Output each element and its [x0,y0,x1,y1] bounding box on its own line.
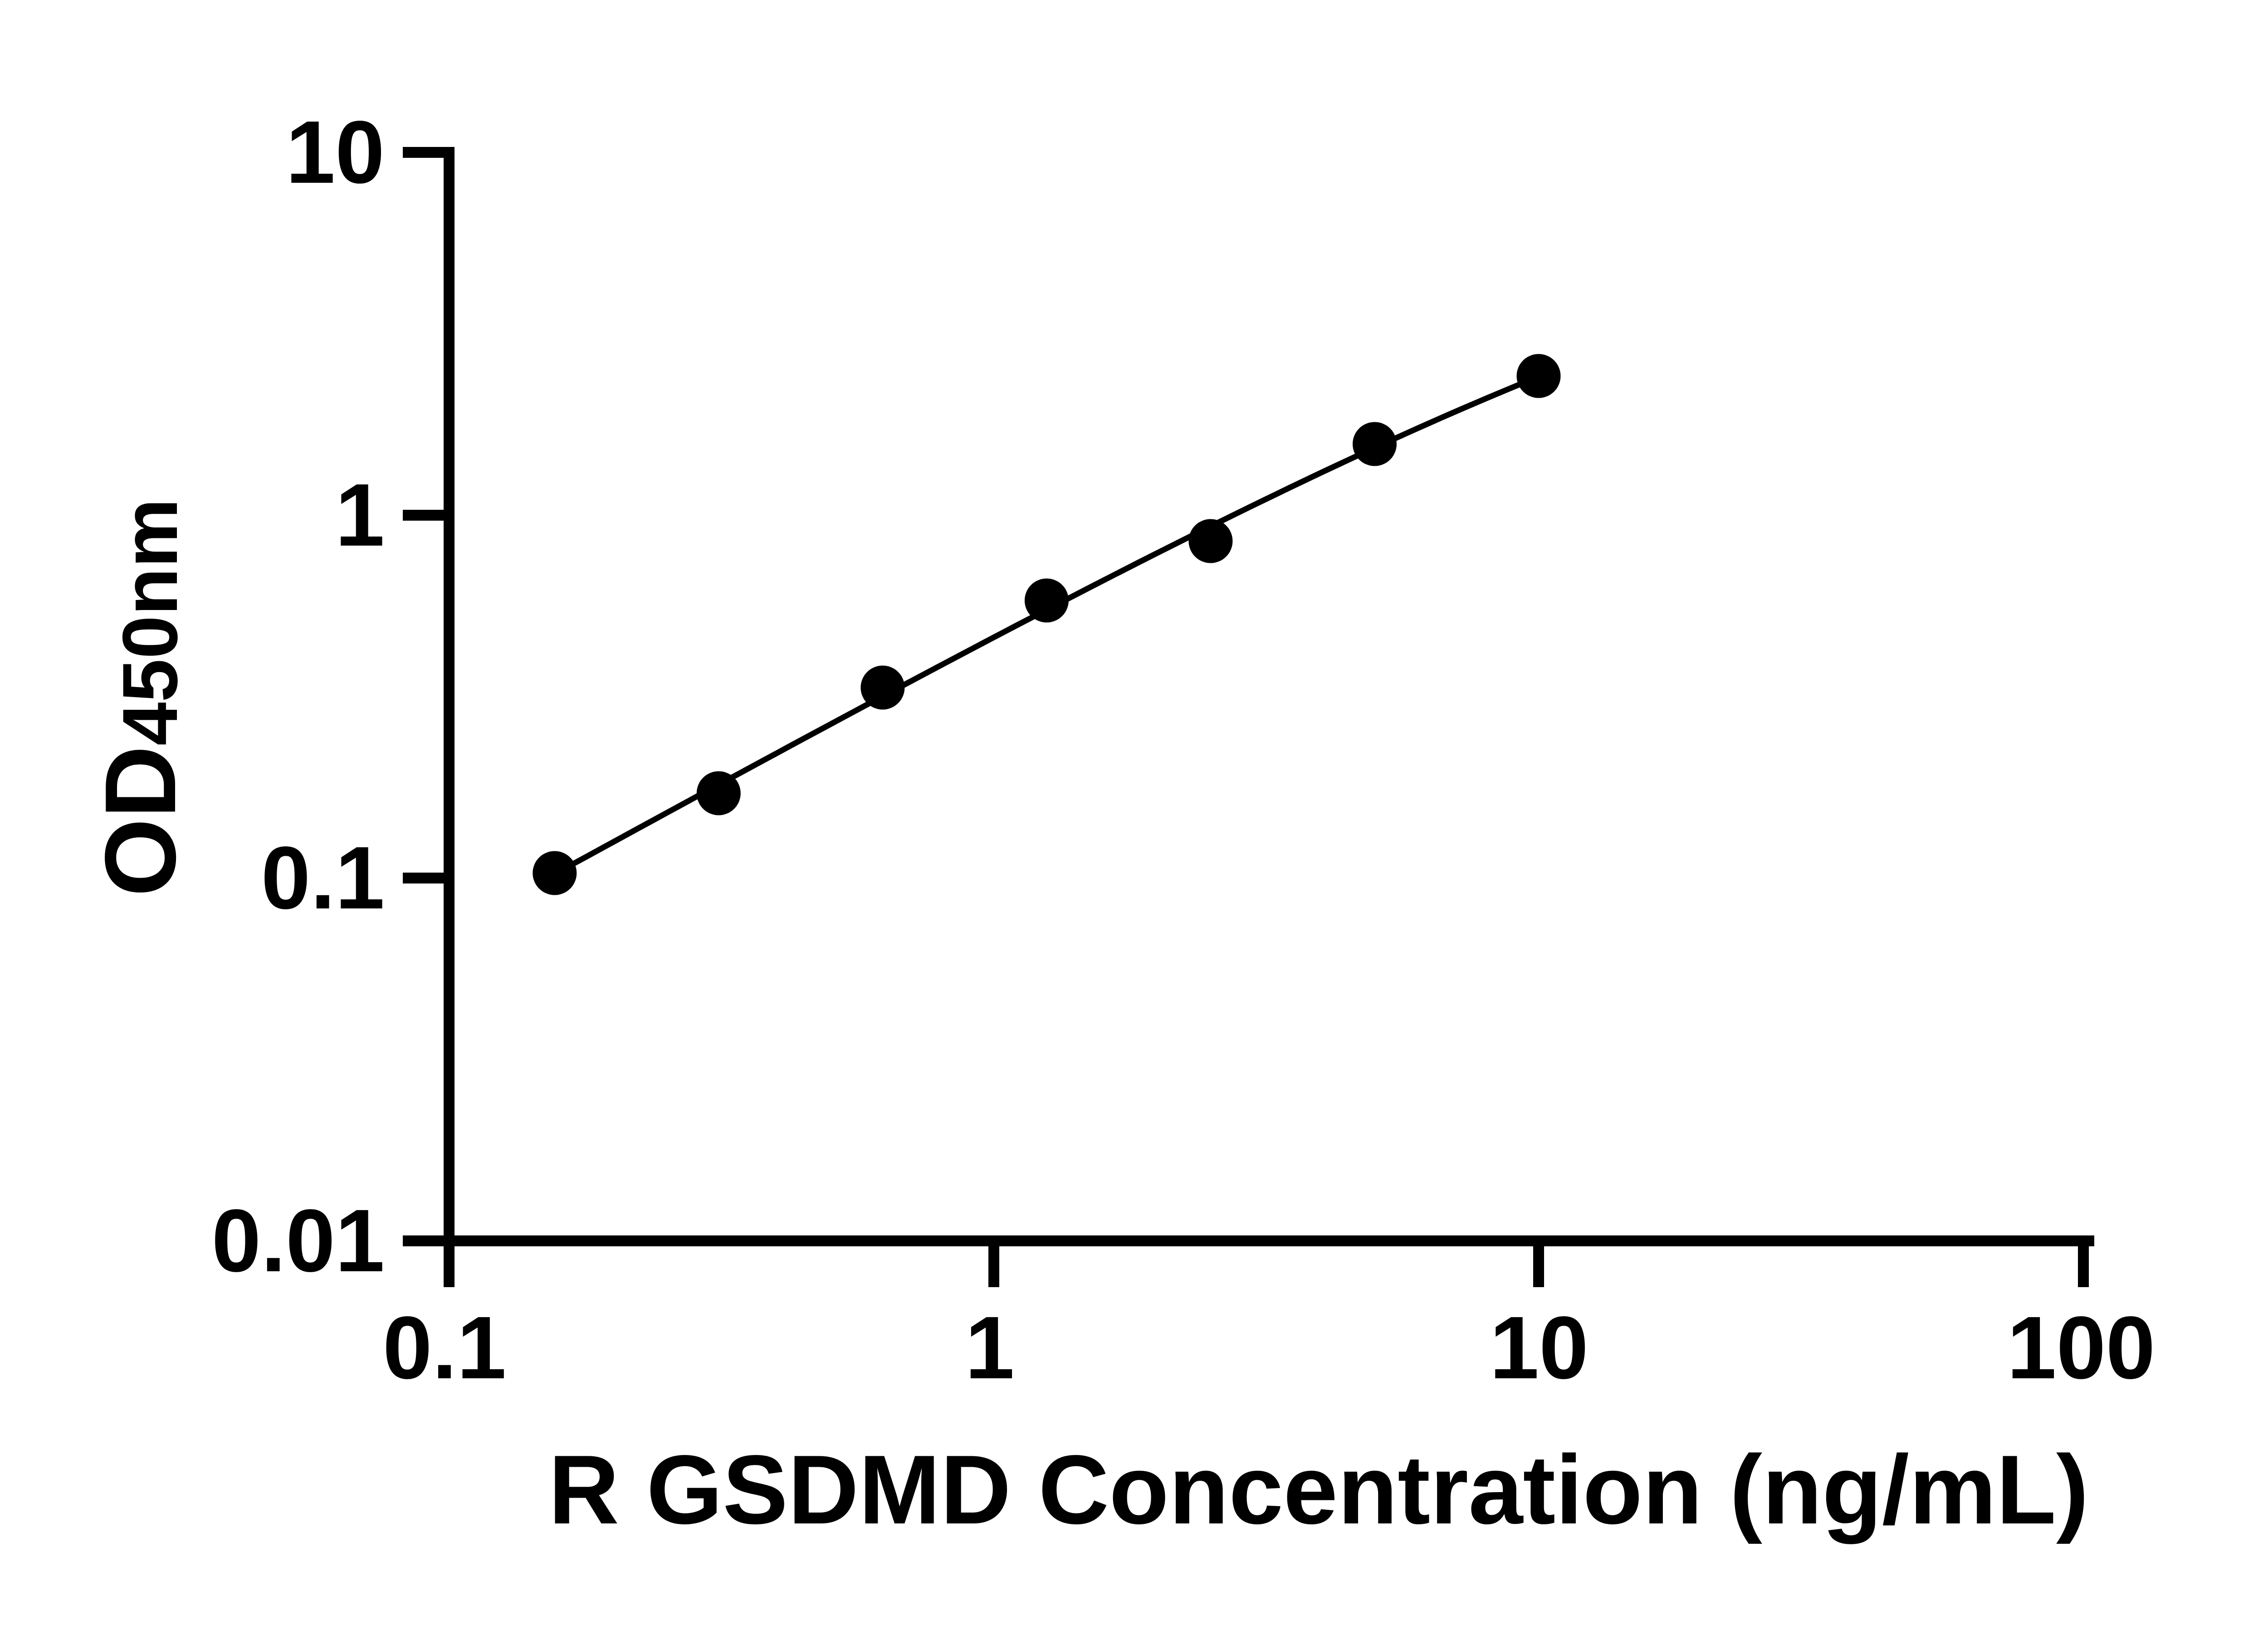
svg-text:OD450nm: OD450nm [84,498,197,897]
svg-text:0.1: 0.1 [261,828,385,927]
svg-text:R GSDMD Concentration (ng/mL): R GSDMD Concentration (ng/mL) [548,1435,2089,1544]
svg-text:0.01: 0.01 [212,1191,385,1290]
svg-text:1: 1 [335,465,385,565]
svg-text:10: 10 [286,102,385,202]
svg-text:10: 10 [1490,1298,1589,1397]
svg-text:1: 1 [965,1298,1014,1397]
svg-text:100: 100 [2007,1298,2155,1397]
svg-text:0.1: 0.1 [383,1298,506,1397]
